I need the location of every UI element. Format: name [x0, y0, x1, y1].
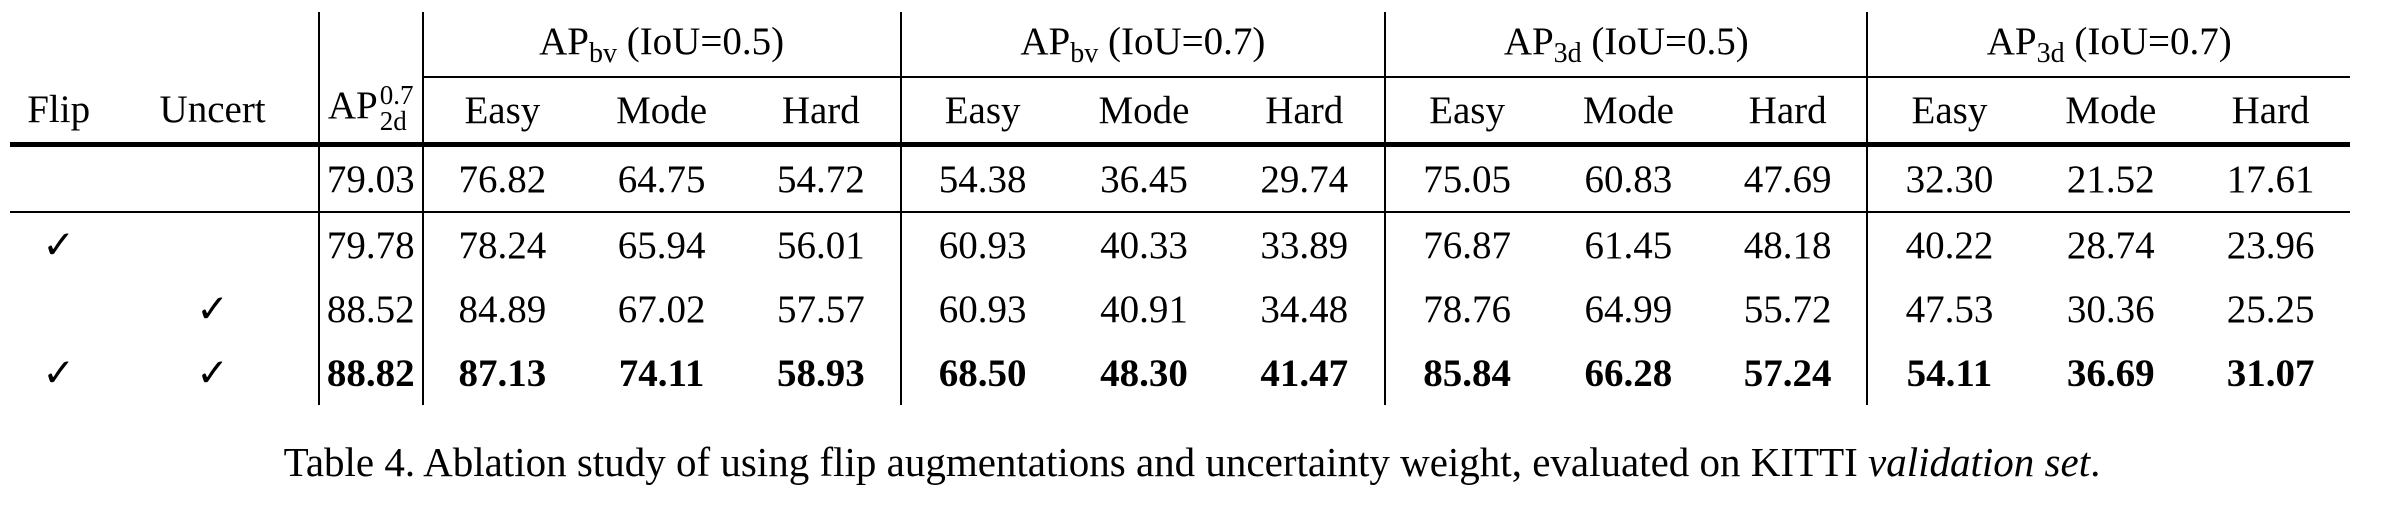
value-cell: 40.22 — [1866, 212, 2031, 277]
value-cell: 67.02 — [617, 287, 706, 331]
col-header-hard: Hard — [1224, 77, 1386, 147]
value-cell: 40.33 — [1100, 223, 1188, 267]
value-cell: 40.91 — [1100, 287, 1188, 331]
col-header-hard: Hard — [2191, 77, 2350, 147]
value-cell: 74.11 — [618, 351, 705, 395]
value-cell: 54.72 — [741, 144, 901, 213]
group-header-3d-07: AP3d (IoU=0.7) — [1866, 12, 2350, 78]
caption-end: . — [2090, 439, 2101, 485]
value-cell: 36.45 — [1063, 144, 1225, 213]
table-row: 79.03 76.82 64.75 54.72 54.38 36.45 29.74 75.05… — [10, 144, 2350, 213]
value-cell: 25.25 — [2226, 287, 2315, 331]
group-header-3d-05: AP3d (IoU=0.5) — [1384, 12, 1868, 78]
value-cell: 34.48 — [1260, 287, 1349, 331]
value-cell: 54.38 — [899, 144, 1064, 213]
col-header-easy: Easy — [1384, 77, 1549, 147]
col-header-hard: Hard — [1708, 77, 1868, 147]
uncert-check-cell — [107, 144, 319, 213]
col-header-flip: Flip — [10, 77, 108, 147]
value-cell: 64.99 — [1584, 287, 1673, 331]
value-cell: 48.30 — [1100, 351, 1188, 395]
value-cell: 47.53 — [1866, 277, 2031, 341]
uncert-check-cell: ✓ — [196, 287, 229, 331]
col-header-uncert: Uncert — [107, 77, 319, 147]
value-cell: 65.94 — [617, 223, 706, 267]
value-cell: 57.57 — [776, 287, 865, 331]
caption-text: Table 4. Ablation study of using flip au… — [283, 439, 1858, 485]
flip-check-cell — [10, 277, 107, 341]
value-cell: 78.24 — [421, 212, 582, 277]
value-cell: 88.82 — [317, 341, 423, 405]
group-header-row: APbv (IoU=0.5) APbv (IoU=0.7) AP3d (IoU=… — [10, 12, 2350, 78]
flip-check-cell: ✓ — [42, 351, 75, 395]
table-body: 79.03 76.82 64.75 54.72 54.38 36.45 29.74 75.05… — [10, 144, 2350, 405]
value-cell: 33.89 — [1260, 223, 1349, 267]
value-cell: 68.50 — [899, 341, 1064, 405]
value-cell: 54.11 — [1866, 341, 2031, 405]
value-cell: 88.52 — [317, 277, 423, 341]
value-cell: 79.03 — [317, 144, 423, 213]
col-header-mode: Mode — [581, 77, 742, 147]
value-cell: 79.78 — [317, 212, 423, 277]
value-cell: 17.61 — [2191, 144, 2350, 213]
value-cell: 31.07 — [2226, 351, 2315, 395]
value-cell: 76.82 — [421, 144, 582, 213]
value-cell: 21.52 — [2030, 144, 2192, 213]
col-header-mode: Mode — [1063, 77, 1225, 147]
group-header-bv-07: APbv (IoU=0.7) — [899, 12, 1386, 78]
table-row: ✓ 79.78 78.24 65.94 56.01 60.93 40.33 33.89 76.8… — [10, 212, 2350, 277]
value-cell: 56.01 — [776, 223, 865, 267]
value-cell: 85.84 — [1384, 341, 1549, 405]
value-cell: 58.93 — [776, 351, 865, 395]
flip-check-cell — [10, 144, 108, 213]
col-header-easy: Easy — [899, 77, 1064, 147]
value-cell: 66.28 — [1584, 351, 1673, 395]
col-header-mode: Mode — [1548, 77, 1709, 147]
col-header-easy: Easy — [1866, 77, 2031, 147]
caption-italic: validation set — [1868, 439, 2091, 485]
value-cell: 87.13 — [421, 341, 582, 405]
value-cell: 60.83 — [1548, 144, 1709, 213]
value-cell: 23.96 — [2226, 223, 2315, 267]
column-header-row: Flip Uncert AP 0.7 2d Easy Mode Hard Easy … — [10, 77, 2350, 147]
value-cell: 60.93 — [899, 277, 1064, 341]
value-cell: 55.72 — [1743, 287, 1832, 331]
value-cell: 64.75 — [581, 144, 742, 213]
col-header-mode: Mode — [2030, 77, 2192, 147]
table-caption: Table 4. Ablation study of using flip au… — [0, 438, 2384, 486]
value-cell: 57.24 — [1743, 351, 1832, 395]
col-header-ap2d: AP 0.7 2d — [317, 77, 423, 147]
col-header-hard: Hard — [741, 77, 901, 147]
value-cell: 76.87 — [1384, 212, 1549, 277]
group-header-bv-05: APbv (IoU=0.5) — [421, 12, 901, 78]
value-cell: 47.69 — [1708, 144, 1868, 213]
value-cell: 84.89 — [421, 277, 582, 341]
value-cell: 36.69 — [2066, 351, 2155, 395]
flip-check-cell: ✓ — [42, 223, 75, 267]
value-cell: 32.30 — [1866, 144, 2031, 213]
value-cell: 41.47 — [1260, 351, 1349, 395]
value-cell: 28.74 — [2066, 223, 2155, 267]
uncert-check-cell: ✓ — [196, 351, 229, 395]
table-row: ✓ 88.52 84.89 67.02 57.57 60.93 40.91 34.48 78.7… — [10, 277, 2350, 341]
col-header-easy: Easy — [421, 77, 582, 147]
value-cell: 61.45 — [1584, 223, 1673, 267]
value-cell: 48.18 — [1743, 223, 1832, 267]
value-cell: 60.93 — [899, 212, 1064, 277]
table-row: ✓ ✓ 88.82 87.13 74.11 58.93 68.50 48.30 41.47 85.… — [10, 341, 2350, 405]
ablation-table: APbv (IoU=0.5) APbv (IoU=0.7) AP3d (IoU=… — [10, 12, 2350, 405]
value-cell: 78.76 — [1384, 277, 1549, 341]
uncert-check-cell — [107, 212, 319, 277]
value-cell: 30.36 — [2066, 287, 2155, 331]
value-cell: 29.74 — [1224, 144, 1386, 213]
value-cell: 75.05 — [1384, 144, 1549, 213]
